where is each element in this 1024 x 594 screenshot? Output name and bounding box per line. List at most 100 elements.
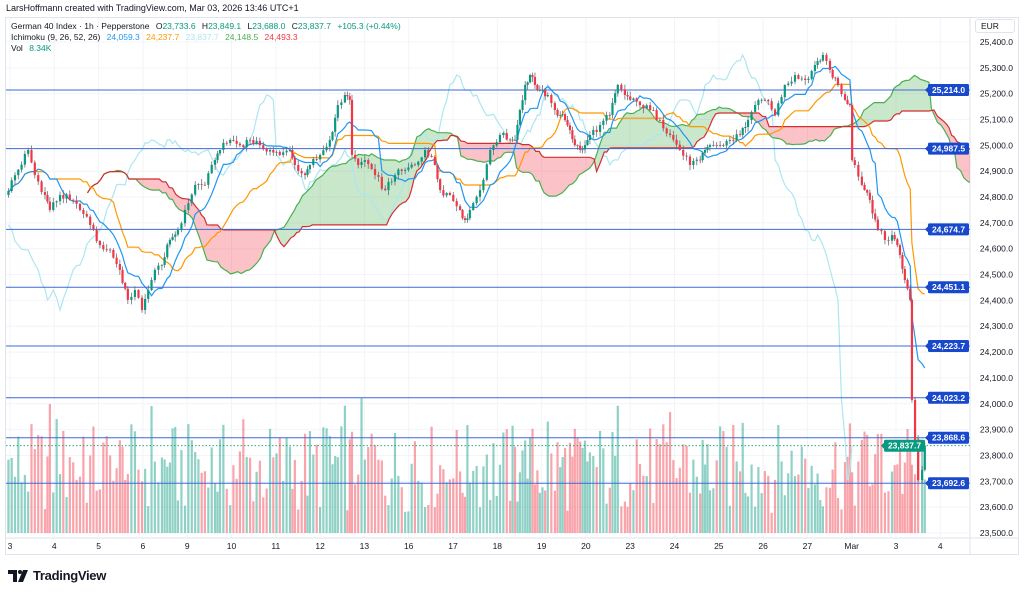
candle [150,280,153,291]
candle [43,192,47,195]
cloud-segment [277,228,281,244]
volume-bar [853,505,856,533]
volume-bar [533,484,537,533]
volume-bar [860,439,863,533]
price-tick-label: 25,400.0 [980,37,1013,47]
high-label: H [201,21,209,31]
candle [176,230,179,235]
cloud-segment [742,113,746,117]
volume-bar [144,468,147,533]
cloud-segment [204,218,207,260]
candle [340,102,343,106]
candle [800,78,803,80]
candle [404,169,407,171]
candle [688,156,692,165]
time-tick-label: 13 [360,541,370,551]
volume-bar [147,506,150,533]
candle [190,194,193,204]
time-axis[interactable]: 3 4 5 6 9 10 11 12 13 16 17 18 19 20 23 24 25 26 27 Mar 3 4 [8,541,943,551]
candle [133,290,137,297]
candle [573,139,576,146]
volume-bar [566,510,569,533]
price-tick-label: 24,200.0 [980,347,1013,357]
tradingview-logo[interactable]: TradingView [8,568,106,583]
cloud-segment [338,163,343,225]
volume-bar [874,454,877,533]
candle [896,239,899,246]
chikou-value: 23,837.7 [185,32,219,42]
price-tick-label: 24,500.0 [980,270,1013,280]
volume-label[interactable]: Vol [11,43,23,53]
volume-bar [78,476,82,533]
candle [363,160,366,162]
cloud-segment [362,154,366,225]
volume-bar [265,488,268,533]
level-price-label: 25,214.0 [932,85,965,95]
volume-bar [738,471,742,533]
candle [130,296,133,300]
cloud-segment [142,178,146,188]
candle [216,153,219,161]
candle [495,142,498,146]
volume-bar [793,476,797,533]
candle [210,164,213,174]
volume-bar [579,441,582,533]
level-price-label-pointer [925,284,928,291]
volume-bar [242,419,245,533]
volume-bar [688,492,692,533]
legend-volume-row[interactable]: Vol 8.34K [11,43,405,54]
cloud-segment [349,158,353,225]
candle [492,145,495,151]
cloud-segment [251,229,255,269]
candle [413,164,417,166]
candle [439,179,442,191]
candle [187,203,190,210]
legend-ichimoku-row[interactable]: Ichimoku (9, 26, 52, 26) 24,059.3 24,237… [11,32,405,43]
cloud-segment [715,107,720,114]
cloud-segment [172,188,176,206]
candle [898,245,902,255]
cloud-segment [616,123,619,148]
candle [715,145,718,146]
price-axis[interactable]: 25,400.0 25,300.0 25,200.0 25,100.0 25,000.0… [980,37,1013,538]
candle [282,152,285,155]
volume-bar [17,436,20,533]
cloud-segment [682,124,686,148]
volume-bar [200,472,203,533]
level-price-label-pointer [925,145,928,152]
cloud-segment [569,157,573,186]
candle [741,127,744,136]
volume-bar [214,483,217,533]
price-tick-label: 24,900.0 [980,166,1013,176]
cloud-segment [210,224,215,262]
candle [871,199,874,214]
candle [725,140,728,146]
candle [303,173,307,176]
volume-bar [319,506,322,533]
candle [777,103,780,116]
candle [387,181,390,191]
candle [417,161,420,165]
candle [68,194,71,200]
symbol-title[interactable]: German 40 Index · 1h · Pepperstone [11,21,150,31]
cloud-segment [824,126,828,141]
volume-bar [866,434,869,533]
cloud-segment [294,205,297,236]
candle [55,201,58,203]
candle [556,109,559,116]
cloud-segment [329,166,333,225]
candle [719,145,722,146]
volume-bar [901,493,904,533]
price-tick-label: 25,000.0 [980,140,1013,150]
volume-bar [322,427,325,533]
candle [923,445,926,470]
volume-bar [340,426,343,533]
ichimoku-label[interactable]: Ichimoku (9, 26, 52, 26) [11,32,101,42]
volume-bar [831,469,834,533]
volume-bar [312,454,315,533]
currency-button[interactable]: EUR [975,19,1015,33]
volume-bar [909,448,912,533]
candle [258,140,261,146]
legend-symbol-row[interactable]: German 40 Index · 1h · Pepperstone O23,7… [11,21,405,32]
